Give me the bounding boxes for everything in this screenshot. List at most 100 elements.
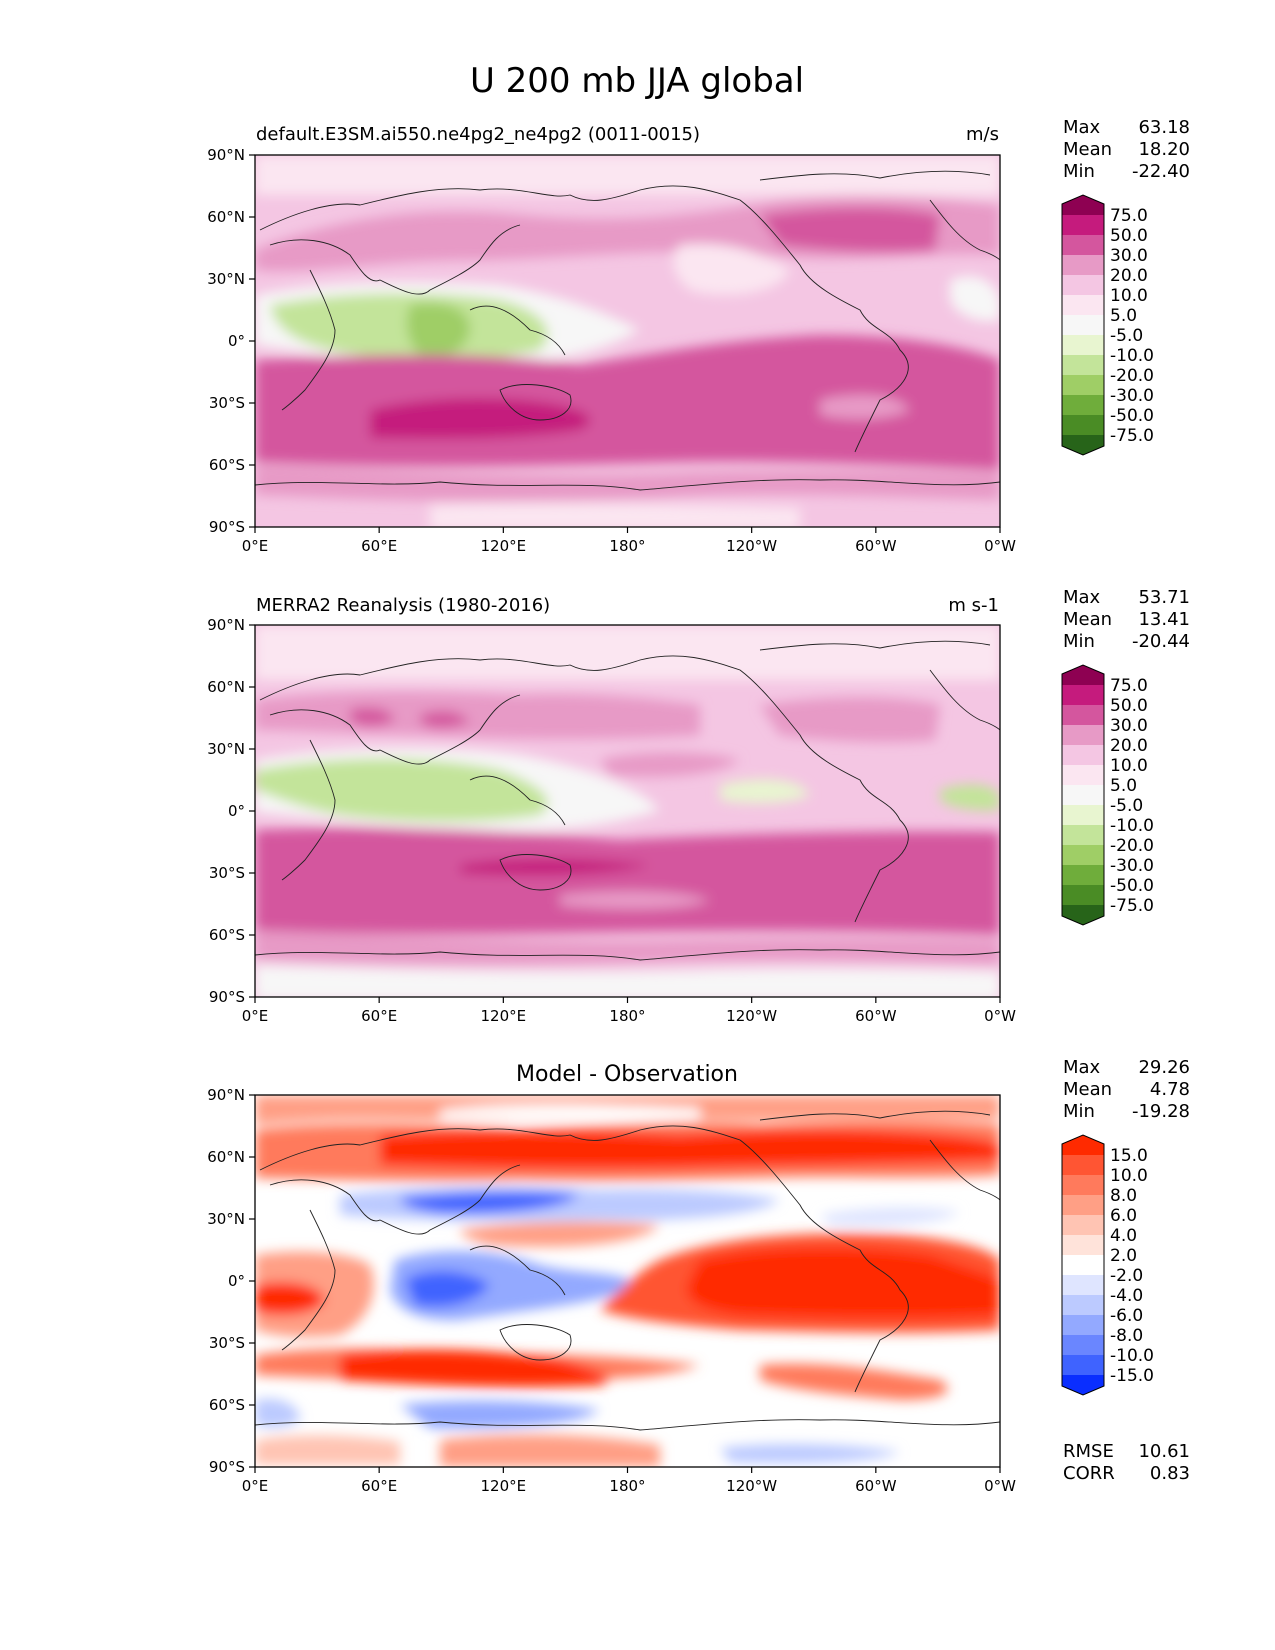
x-tick-label: 0°E bbox=[242, 537, 269, 555]
colorbar: 15.010.08.06.04.02.0-2.0-4.0-6.0-8.0-10.… bbox=[1061, 1134, 1154, 1396]
panel-units: m s-1 bbox=[948, 595, 999, 616]
x-tick-label: 60°E bbox=[361, 1477, 397, 1495]
stat-label: Max bbox=[1063, 117, 1101, 138]
colorbar-label: 10.0 bbox=[1110, 1166, 1148, 1186]
colorbar-label: 75.0 bbox=[1110, 206, 1148, 226]
colorbar-label: 30.0 bbox=[1110, 716, 1148, 736]
stat-label: Mean bbox=[1063, 1079, 1112, 1100]
colorbar-segment bbox=[1062, 885, 1104, 906]
panel-title-center: Model - Observation bbox=[516, 1062, 738, 1087]
map-reference bbox=[255, 625, 1000, 997]
colorbar-segment bbox=[1062, 1175, 1104, 1196]
colorbar-extend-min bbox=[1062, 1375, 1104, 1395]
y-tick-label: 90°N bbox=[207, 146, 245, 164]
colorbar-segment bbox=[1062, 1335, 1104, 1356]
colorbar-label: 6.0 bbox=[1110, 1206, 1137, 1226]
panel-difference: 90°N 60°N 30°N 0° 30°S 60°S 90°S 0°E 60°E 120°E 1… bbox=[207, 1057, 1190, 1495]
colorbar-segment bbox=[1062, 1295, 1104, 1316]
stat-label: Max bbox=[1063, 587, 1101, 608]
colorbar-label: 50.0 bbox=[1110, 226, 1148, 246]
colorbar-label: -30.0 bbox=[1110, 386, 1154, 406]
colorbar-segment bbox=[1062, 215, 1104, 236]
colorbar-extend-min bbox=[1062, 435, 1104, 455]
stat-value: 53.71 bbox=[1138, 587, 1190, 608]
stat-value: -19.28 bbox=[1132, 1101, 1190, 1122]
panel-model: 90°N 60°N 30°N 0° 30°S 60°S 90°S 0°E 60°E 120°E 1… bbox=[207, 117, 1190, 555]
y-tick-label: 30°N bbox=[207, 740, 245, 758]
colorbar-segment bbox=[1062, 745, 1104, 766]
map-model bbox=[255, 155, 1000, 527]
stat-label: Mean bbox=[1063, 609, 1112, 630]
x-tick-label: 180° bbox=[609, 537, 645, 555]
x-tick-label: 120°E bbox=[481, 1477, 527, 1495]
colorbar-segment bbox=[1062, 1155, 1104, 1176]
y-tick-label: 30°S bbox=[209, 1334, 245, 1352]
colorbar-segment bbox=[1062, 765, 1104, 786]
colorbar-segment bbox=[1062, 1215, 1104, 1236]
x-tick-label: 120°E bbox=[481, 1007, 527, 1025]
stat-value: -20.44 bbox=[1132, 631, 1190, 652]
y-tick-label: 90°S bbox=[209, 988, 245, 1006]
colorbar-segment bbox=[1062, 1195, 1104, 1216]
y-tick-label: 30°N bbox=[207, 270, 245, 288]
panel-reference: 90°N 60°N 30°N 0° 30°S 60°S 90°S 0°E 60°E 120°E 1… bbox=[207, 587, 1190, 1025]
x-tick-label: 180° bbox=[609, 1007, 645, 1025]
stat-label: Min bbox=[1063, 631, 1095, 652]
colorbar-segment bbox=[1062, 1315, 1104, 1336]
stat-value: -22.40 bbox=[1132, 161, 1190, 182]
figure-title: U 200 mb JJA global bbox=[470, 61, 804, 101]
stat-label: Mean bbox=[1063, 139, 1112, 160]
colorbar-label: -6.0 bbox=[1110, 1306, 1143, 1326]
colorbar-label: 15.0 bbox=[1110, 1146, 1148, 1166]
panel-title-left: MERRA2 Reanalysis (1980-2016) bbox=[256, 595, 550, 616]
stat-value: 0.83 bbox=[1150, 1463, 1190, 1484]
colorbar-segment bbox=[1062, 685, 1104, 706]
panel-title-left: default.E3SM.ai550.ne4pg2_ne4pg2 (0011-0… bbox=[256, 124, 700, 145]
x-tick-label: 120°W bbox=[726, 1477, 777, 1495]
x-tick-label: 0°W bbox=[984, 1007, 1016, 1025]
rmse-corr-box: RMSE 10.61 CORR 0.83 bbox=[1063, 1441, 1190, 1484]
y-tick-label: 0° bbox=[228, 332, 245, 350]
map-difference bbox=[255, 1095, 1000, 1467]
colorbar-extend-min bbox=[1062, 905, 1104, 925]
x-tick-label: 0°W bbox=[984, 1477, 1016, 1495]
colorbar-label: 10.0 bbox=[1110, 286, 1148, 306]
stat-value: 18.20 bbox=[1138, 139, 1190, 160]
colorbar-segment bbox=[1062, 275, 1104, 296]
colorbar-segment bbox=[1062, 335, 1104, 356]
colorbar-label: 20.0 bbox=[1110, 266, 1148, 286]
colorbar: 75.050.030.020.010.05.0-5.0-10.0-20.0-30… bbox=[1061, 664, 1154, 926]
colorbar-label: -20.0 bbox=[1110, 366, 1154, 386]
colorbar-segment bbox=[1062, 255, 1104, 276]
colorbar-segment bbox=[1062, 1275, 1104, 1296]
colorbar-label: -10.0 bbox=[1110, 816, 1154, 836]
colorbar-label: 10.0 bbox=[1110, 756, 1148, 776]
colorbar-label: -5.0 bbox=[1110, 326, 1143, 346]
stat-value: 10.61 bbox=[1138, 1441, 1190, 1462]
colorbar-segment bbox=[1062, 805, 1104, 826]
stat-label: RMSE bbox=[1063, 1441, 1114, 1462]
colorbar-segment bbox=[1062, 705, 1104, 726]
colorbar-label: 5.0 bbox=[1110, 776, 1137, 796]
colorbar-segment bbox=[1062, 235, 1104, 256]
y-tick-label: 90°S bbox=[209, 518, 245, 536]
stat-label: Max bbox=[1063, 1057, 1101, 1078]
colorbar-segment bbox=[1062, 785, 1104, 806]
x-tick-label: 60°W bbox=[855, 1477, 897, 1495]
y-tick-label: 30°N bbox=[207, 1210, 245, 1228]
colorbar-label: -50.0 bbox=[1110, 406, 1154, 426]
panel-units: m/s bbox=[966, 124, 999, 145]
colorbar-label: 4.0 bbox=[1110, 1226, 1137, 1246]
x-tick-label: 180° bbox=[609, 1477, 645, 1495]
x-tick-label: 120°W bbox=[726, 1007, 777, 1025]
y-tick-label: 60°N bbox=[207, 208, 245, 226]
y-tick-label: 30°S bbox=[209, 864, 245, 882]
y-tick-label: 60°S bbox=[209, 456, 245, 474]
colorbar-label: -50.0 bbox=[1110, 876, 1154, 896]
colorbar-label: 20.0 bbox=[1110, 736, 1148, 756]
colorbar-label: 5.0 bbox=[1110, 306, 1137, 326]
stats-box: Max 53.71 Mean 13.41 Min -20.44 bbox=[1063, 587, 1190, 652]
colorbar-label: -10.0 bbox=[1110, 346, 1154, 366]
y-tick-label: 60°S bbox=[209, 926, 245, 944]
